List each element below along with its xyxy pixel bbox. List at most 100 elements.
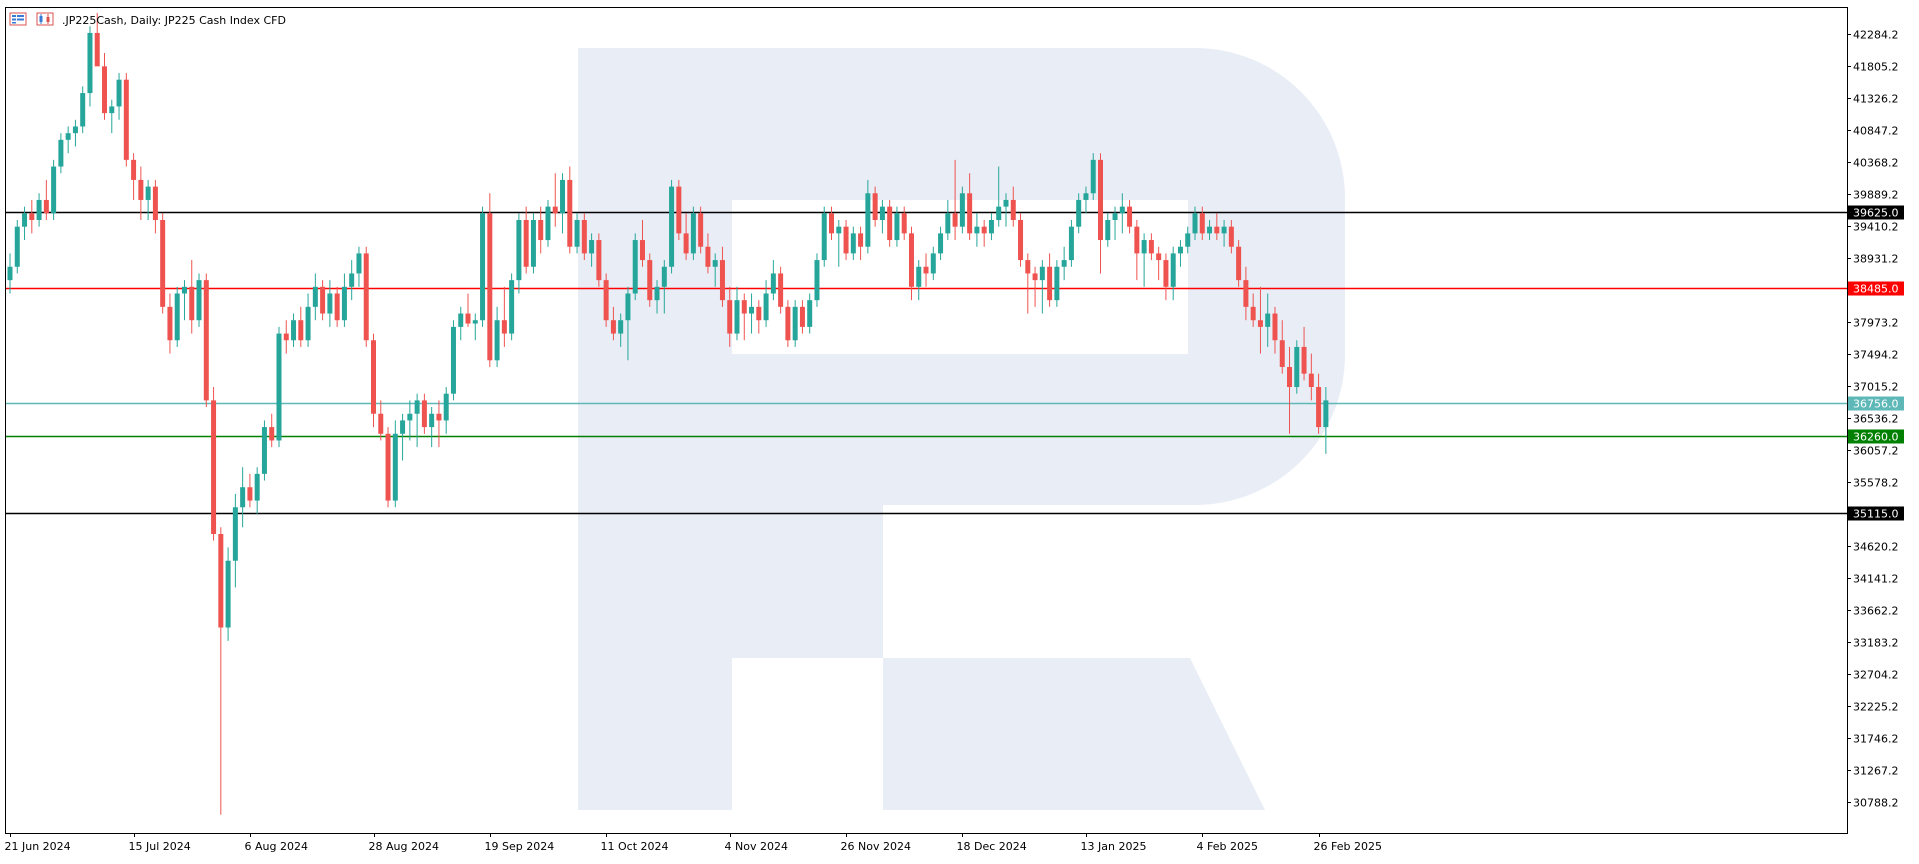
candle [509,273,515,341]
candle-body [261,427,267,474]
candle [676,179,682,241]
candle [443,387,449,434]
candle-body [298,320,304,341]
candle-body [94,32,100,67]
candle-body [1301,346,1307,374]
candle-body [203,280,209,401]
level-price-tag [1848,506,1904,521]
candle-body [1272,313,1278,341]
candle-body [938,233,944,254]
level-price-tag [1848,205,1904,220]
candle-body [1098,159,1103,241]
candle-body [1257,320,1263,327]
candle [58,133,64,174]
candle [1039,260,1045,314]
candle [196,273,202,327]
candle-body [719,260,725,301]
candle-body [1010,199,1016,221]
symbol-title: .JP225Cash, Daily: JP225 Cash Index CFD [62,14,286,27]
candle-body [625,293,631,321]
candle-body [560,179,566,214]
candle [974,213,980,247]
candle-body [509,280,515,334]
y-tick-label: 41326.2 [1853,93,1899,106]
candle [349,260,355,301]
candle [567,166,573,254]
candle [734,286,740,341]
candle-body [1134,226,1140,254]
candle [465,293,471,327]
candle [1323,387,1329,454]
candle-body [429,413,435,428]
x-tick-label: 6 Aug 2024 [245,840,308,853]
x-tick-label: 28 Aug 2024 [369,840,439,853]
candle [123,73,129,167]
candle [1047,253,1053,307]
candle-body [189,286,195,321]
chart-candles-icon[interactable] [36,12,54,26]
candle-body [1163,260,1169,287]
y-tick-label: 39889.2 [1853,189,1899,202]
candle-body [138,179,144,200]
candle-body [472,320,478,324]
candle [1148,233,1154,261]
candle [858,226,864,261]
candle [574,213,580,254]
level-price-labels: 39625.0 38485.0 36756.0 36260.0 35115.0 [1848,205,1904,521]
candle [341,273,347,327]
candle-body [959,193,965,227]
candle-body [1025,260,1031,274]
y-tick-label: 32225.2 [1853,701,1899,714]
y-tick-label: 34141.2 [1853,573,1899,586]
candle [356,246,362,287]
candle-body [334,293,340,321]
candle [683,213,689,261]
x-tick-label: 4 Nov 2024 [725,840,788,853]
candle [618,313,624,347]
chart-list-icon[interactable] [9,12,27,26]
price-axis[interactable]: 42284.2 41805.2 41326.2 40847.2 40368.2 39889… [1847,29,1899,810]
candle [211,387,217,541]
candle-body [1279,340,1285,367]
y-tick-label: 32704.2 [1853,669,1899,682]
y-tick-label: 31746.2 [1853,733,1899,746]
candle [538,206,544,254]
candle-body [196,280,202,321]
candle-body [1119,206,1125,214]
candle-body [1207,226,1213,234]
candle-body [807,300,813,327]
candle-body [421,400,427,428]
candle [712,253,718,287]
candle-body [545,206,551,241]
candle [705,233,711,274]
x-tick-label: 21 Jun 2024 [5,840,71,853]
candle [647,253,653,307]
candle [429,407,435,448]
candle [36,193,42,227]
candle [516,213,522,294]
candle [1010,186,1016,227]
candle [385,427,391,508]
candle [109,99,115,134]
x-tick-label: 11 Oct 2024 [601,840,669,853]
candle [1265,293,1271,347]
candle [654,280,660,314]
candle-body [981,226,987,234]
time-axis[interactable]: 21 Jun 2024 15 Jul 2024 6 Aug 2024 28 Aug 2… [5,833,1382,853]
candle [43,179,49,221]
candle-body [567,179,573,247]
candle-body [698,213,704,247]
candle-body [908,233,914,287]
candle-body [58,139,64,167]
x-tick-label: 19 Sep 2024 [485,840,555,853]
candle-body [291,320,297,341]
candle [596,233,602,287]
level-price-tag [1848,281,1904,296]
candle-body [371,340,376,414]
candle-body [218,533,224,628]
candle-body [690,213,696,254]
candle-body [1236,246,1242,281]
candle-body [523,220,529,267]
candle [487,193,493,367]
